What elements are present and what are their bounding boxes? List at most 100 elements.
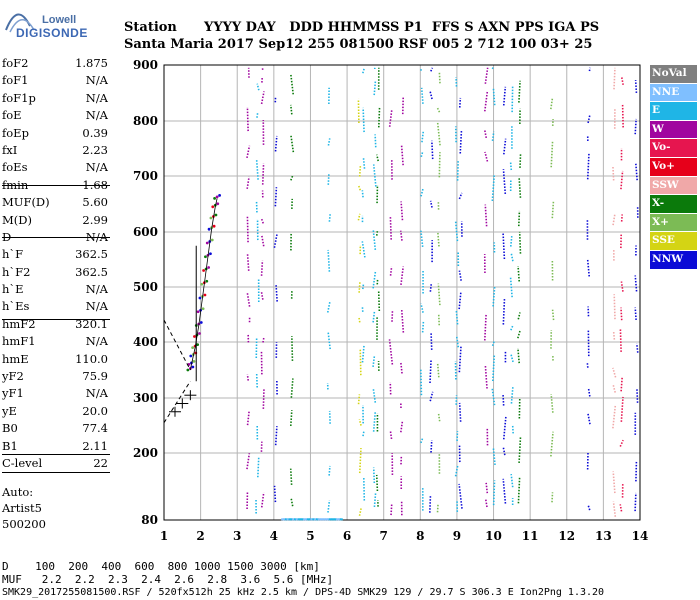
echo-column-segment [511,424,514,434]
echo-column-segment [326,300,331,313]
echo-column-segment [492,286,496,307]
echo-column-segment [246,215,249,243]
low-echo-mark [306,518,310,521]
echo-column-segment [502,298,506,325]
echo-column-segment [458,483,463,509]
trace-point [213,197,216,200]
trace-point [191,346,195,349]
x-tick-label: 9 [453,529,461,543]
echo-column-segment [291,336,294,361]
echo-column-segment [274,426,278,446]
echo-column-segment [550,97,554,110]
echo-column-segment [390,503,393,516]
echo-column-segment [620,281,624,292]
autoscaling-code: 500200 [2,517,46,531]
echo-column-segment [377,290,381,312]
echo-column-segment [458,346,462,373]
echo-column-segment [246,411,250,426]
low-echo-mark [319,518,323,521]
echo-column-segment [429,494,432,513]
param-value: 22 [93,455,108,470]
echo-column-segment [587,388,591,397]
echo-column-segment [420,87,424,104]
y-tick-label: 900 [133,58,158,72]
trace-point [201,307,205,311]
logo-wave-icon [5,13,35,33]
x-tick-label: 4 [270,529,278,543]
trace-point [210,238,214,242]
param-row: h`F2 362.5 [2,265,108,282]
echo-column-segment [361,190,364,198]
header-labels: Station YYYY DAY DDD HHMMSS P1 FFS S AXN… [124,20,600,35]
low-echo-mark [337,518,341,521]
param-value: 2.23 [82,142,108,157]
trace-point [193,335,196,338]
echo-column-segment [491,340,496,347]
param-row: h`Es N/A [2,299,108,316]
low-echo-mark [317,518,321,521]
echo-column-segment [612,331,616,340]
echo-column-segment [246,176,250,189]
echo-column-segment [502,394,505,406]
param-key: fxI [2,142,18,157]
param-value: N/A [85,229,108,244]
param-row: D N/A [2,230,108,247]
echo-column-segment [359,348,362,376]
param-key: C-level [2,455,43,470]
echo-column-segment [634,275,638,292]
echo-column-segment [458,192,463,200]
echo-column-segment [510,474,514,488]
echo-column-segment [484,151,489,162]
legend-item: Vo+ [650,157,697,176]
echo-column-segment [620,170,624,190]
trace-point [207,227,211,231]
param-key: foEp [2,125,29,140]
echo-column-segment [274,135,278,152]
low-echo-mark [288,518,292,521]
trace-point [216,202,220,206]
echo-column-segment [502,169,507,194]
echo-column-segment [511,86,514,113]
trace-point [192,360,196,363]
echo-column-segment [436,107,441,113]
echo-column-segment [361,344,365,363]
echo-column-segment [455,309,459,325]
echo-column-segment [430,67,434,72]
param-row: C-level 22 [2,456,108,473]
param-row: yE 20.0 [2,404,108,421]
echo-column-segment [357,394,361,405]
echo-column-segment [429,391,434,402]
low-echo-mark [297,518,301,521]
echo-column-segment [389,430,393,440]
param-value: N/A [85,108,108,123]
echo-column-segment [491,67,494,70]
echo-column-segment [260,291,264,300]
trace-point [214,213,218,217]
trace-fit-line [189,198,218,371]
trace-point [189,354,193,358]
low-echo-mark [326,518,330,521]
echo-column-segment [290,135,295,153]
profile-dashed-line [163,380,191,424]
echo-column-segment [518,80,521,103]
echo-column-segment [262,337,265,343]
echo-column-segment [510,387,514,404]
echo-column-segment [636,388,639,403]
trace-point [209,252,212,256]
echo-column-segment [358,419,362,426]
echo-column-segment [255,372,258,388]
trace-point [190,361,193,365]
y-tick-label: 400 [133,335,158,349]
echo-column-segment [372,271,377,289]
echo-column-segment [388,108,393,127]
echo-column-segment [436,363,440,378]
echo-column-segment [372,412,377,432]
echo-column-segment [260,235,265,247]
low-echo-mark [332,518,336,521]
low-echo-mark [284,518,288,521]
trace-point [199,308,203,312]
echo-column-segment [260,218,264,224]
trace-point [191,365,195,369]
echo-column-segment [400,309,405,333]
trace-point [202,269,206,272]
